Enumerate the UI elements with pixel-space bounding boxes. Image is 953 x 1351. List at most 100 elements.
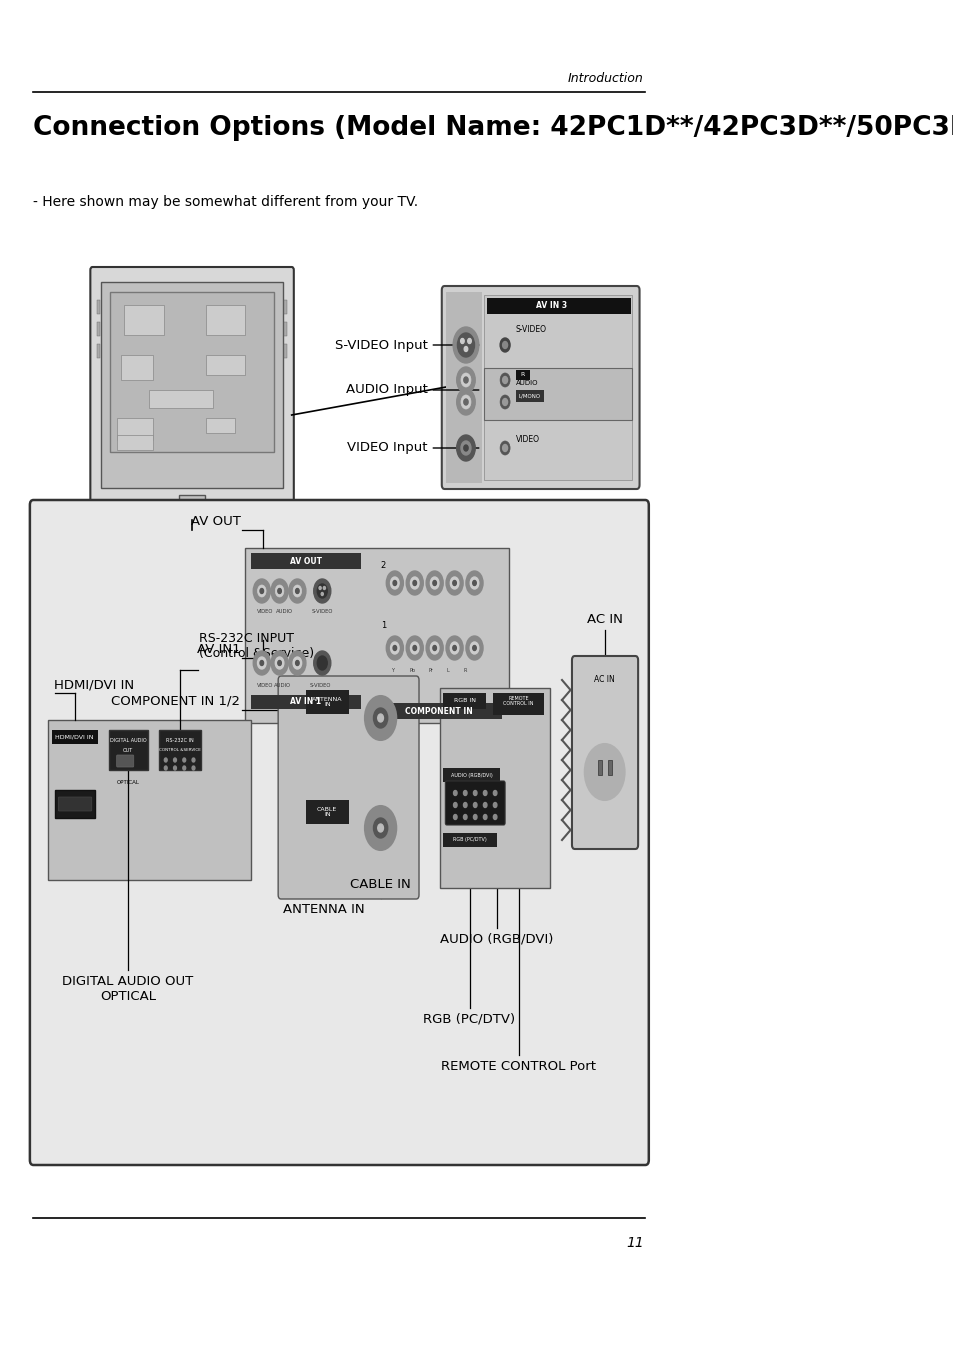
- Circle shape: [465, 636, 482, 661]
- FancyBboxPatch shape: [91, 267, 294, 503]
- Text: CABLE IN: CABLE IN: [350, 878, 411, 892]
- Bar: [607, 761, 611, 775]
- Circle shape: [183, 758, 186, 762]
- Circle shape: [446, 571, 462, 594]
- Circle shape: [373, 708, 387, 728]
- Bar: [158, 730, 201, 770]
- FancyBboxPatch shape: [572, 657, 638, 848]
- Text: AC IN: AC IN: [594, 676, 615, 685]
- Circle shape: [493, 790, 497, 796]
- Circle shape: [390, 577, 398, 589]
- Text: REMOTE CONTROL Port: REMOTE CONTROL Port: [440, 1061, 596, 1073]
- Circle shape: [456, 389, 475, 415]
- Text: S-VIDEO: S-VIDEO: [516, 326, 546, 335]
- Circle shape: [253, 580, 270, 603]
- Circle shape: [473, 646, 476, 650]
- Circle shape: [164, 758, 167, 762]
- Text: Connection Options (Model Name: 42PC1D**/42PC3D**/50PC3D**): Connection Options (Model Name: 42PC1D**…: [33, 115, 953, 141]
- Text: R: R: [520, 373, 524, 377]
- Bar: [284, 345, 287, 358]
- Bar: [117, 417, 152, 440]
- Text: AUDIO: AUDIO: [274, 684, 291, 688]
- Circle shape: [450, 642, 458, 654]
- Circle shape: [275, 657, 284, 669]
- Text: VIDEO: VIDEO: [256, 609, 273, 613]
- Circle shape: [365, 807, 395, 850]
- Text: HDMI/DVI IN: HDMI/DVI IN: [54, 680, 134, 692]
- Text: OUT: OUT: [123, 747, 133, 753]
- Text: Y: Y: [391, 667, 394, 673]
- Bar: [109, 730, 148, 770]
- Text: 11: 11: [625, 1236, 643, 1250]
- Circle shape: [390, 642, 398, 654]
- Bar: [51, 730, 98, 744]
- Text: S-VIDEO: S-VIDEO: [312, 609, 333, 613]
- Bar: [306, 800, 348, 824]
- Circle shape: [433, 646, 436, 650]
- FancyBboxPatch shape: [58, 797, 91, 811]
- Circle shape: [460, 339, 464, 343]
- Text: AUDIO Input: AUDIO Input: [345, 384, 427, 396]
- Circle shape: [317, 657, 327, 670]
- Circle shape: [295, 661, 299, 666]
- Bar: [206, 305, 245, 335]
- Text: VIDEO Input: VIDEO Input: [347, 442, 427, 454]
- Circle shape: [483, 802, 486, 808]
- Text: Pr: Pr: [428, 667, 433, 673]
- Text: RGB (PC/DTV): RGB (PC/DTV): [452, 838, 486, 843]
- Circle shape: [463, 399, 468, 405]
- Circle shape: [426, 571, 443, 594]
- Text: DIGITAL AUDIO: DIGITAL AUDIO: [110, 738, 146, 743]
- Circle shape: [502, 399, 507, 405]
- Text: CONTROL &SERVICE: CONTROL &SERVICE: [159, 748, 201, 753]
- Circle shape: [260, 589, 263, 593]
- Circle shape: [413, 581, 416, 585]
- Circle shape: [463, 790, 467, 796]
- Text: AC IN: AC IN: [586, 613, 622, 626]
- Circle shape: [410, 642, 418, 654]
- Bar: [96, 345, 100, 358]
- Bar: [150, 390, 213, 408]
- Circle shape: [183, 766, 186, 770]
- Bar: [493, 693, 543, 715]
- Text: 2: 2: [380, 561, 385, 570]
- Bar: [306, 690, 348, 713]
- Text: HDMI/DVI IN: HDMI/DVI IN: [55, 735, 93, 739]
- Circle shape: [456, 367, 475, 393]
- Circle shape: [453, 815, 456, 820]
- Text: ANTENNA
IN: ANTENNA IN: [312, 697, 342, 708]
- Circle shape: [430, 577, 438, 589]
- Circle shape: [453, 646, 456, 650]
- Circle shape: [430, 642, 438, 654]
- Text: S-VIDEO: S-VIDEO: [309, 684, 331, 688]
- Bar: [179, 494, 205, 523]
- Bar: [443, 767, 499, 782]
- Text: VIDEO: VIDEO: [516, 435, 539, 444]
- Circle shape: [453, 802, 456, 808]
- Circle shape: [275, 585, 284, 597]
- Circle shape: [314, 651, 331, 676]
- Text: S-VIDEO Input: S-VIDEO Input: [335, 339, 427, 351]
- Circle shape: [192, 758, 194, 762]
- Circle shape: [460, 394, 471, 409]
- Bar: [111, 292, 274, 453]
- Circle shape: [446, 636, 462, 661]
- Circle shape: [473, 802, 476, 808]
- Circle shape: [465, 571, 482, 594]
- Bar: [121, 355, 152, 380]
- Circle shape: [499, 373, 510, 386]
- Circle shape: [173, 766, 176, 770]
- Circle shape: [410, 577, 418, 589]
- Text: AUDIO (RGB/DVI): AUDIO (RGB/DVI): [439, 934, 553, 946]
- Circle shape: [277, 589, 281, 593]
- Circle shape: [393, 646, 396, 650]
- Text: Introduction: Introduction: [567, 72, 643, 85]
- Text: AV OUT: AV OUT: [191, 515, 240, 528]
- Text: VIDEO: VIDEO: [256, 684, 273, 688]
- Bar: [443, 834, 496, 847]
- Bar: [251, 694, 361, 709]
- Circle shape: [277, 661, 281, 666]
- Circle shape: [257, 657, 266, 669]
- Circle shape: [473, 815, 476, 820]
- Text: CABLE
IN: CABLE IN: [316, 807, 337, 817]
